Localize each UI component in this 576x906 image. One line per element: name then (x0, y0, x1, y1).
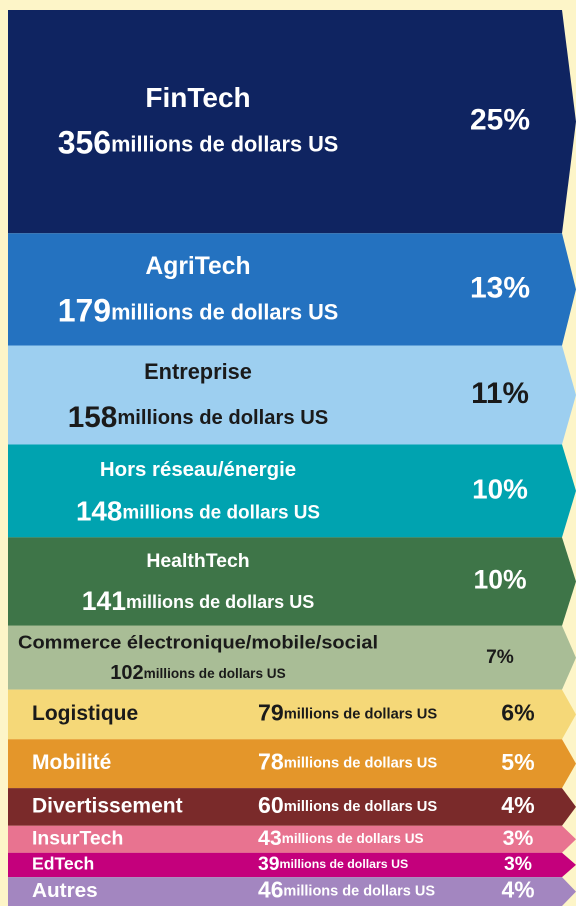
unit-label: millions de dollars US (282, 831, 424, 846)
value-line: 356millions de dollars US (58, 125, 339, 161)
unit-label: millions de dollars US (144, 665, 286, 680)
band (8, 625, 576, 690)
band (8, 345, 576, 445)
value-label: 46 (258, 877, 283, 903)
value-label: 39 (258, 853, 280, 875)
unit-label: millions de dollars US (111, 131, 338, 156)
band (8, 877, 576, 906)
unit-label: millions de dollars US (284, 756, 438, 772)
value-label: 60 (258, 792, 284, 818)
value-line: 39millions de dollars US (258, 853, 408, 875)
share-label: 25% (470, 104, 530, 137)
share-label: 6% (501, 700, 534, 726)
value-line: 43millions de dollars US (258, 826, 424, 850)
category-label: FinTech (145, 82, 250, 113)
band (8, 10, 576, 234)
band (8, 444, 576, 538)
value-label: 356 (58, 125, 111, 161)
category-label: InsurTech (32, 827, 123, 849)
value-label: 43 (258, 826, 282, 850)
category-label: Autres (32, 879, 98, 902)
band (8, 537, 576, 626)
share-label: 3% (504, 853, 532, 875)
band (8, 852, 576, 878)
value-label: 179 (58, 293, 111, 329)
share-label: 4% (502, 877, 535, 903)
category-label: AgriTech (145, 253, 250, 280)
value-label: 79 (258, 700, 284, 726)
unit-label: millions de dollars US (111, 299, 338, 324)
value-line: 78millions de dollars US (258, 749, 437, 775)
unit-label: millions de dollars US (280, 857, 409, 871)
unit-label: millions de dollars US (284, 706, 438, 722)
band (8, 825, 576, 853)
value-line: 79millions de dollars US (258, 700, 437, 726)
category-label: EdTech (32, 854, 94, 874)
share-label: 3% (503, 826, 534, 850)
value-line: 148millions de dollars US (76, 496, 320, 527)
value-line: 158millions de dollars US (68, 401, 329, 434)
unit-label: millions de dollars US (126, 592, 314, 612)
share-label: 10% (473, 565, 526, 595)
value-line: 46millions de dollars US (258, 877, 435, 903)
band (8, 739, 576, 789)
category-label: Divertissement (32, 794, 183, 817)
category-label: Mobilité (32, 751, 111, 774)
band (8, 689, 576, 740)
category-label: Logistique (32, 702, 138, 725)
unit-label: millions de dollars US (117, 407, 328, 429)
value-label: 158 (68, 401, 118, 434)
unit-label: millions de dollars US (284, 799, 438, 815)
category-label: HealthTech (146, 550, 249, 572)
value-label: 141 (82, 586, 126, 616)
share-label: 11% (471, 377, 529, 410)
value-label: 148 (76, 496, 122, 527)
category-label: Entreprise (144, 359, 252, 384)
share-label: 5% (501, 749, 534, 775)
category-label: Hors réseau/énergie (100, 459, 296, 481)
share-label: 7% (486, 647, 514, 668)
share-label: 13% (470, 271, 530, 304)
category-label: Commerce électronique/mobile/social (18, 632, 378, 652)
band (8, 788, 576, 826)
unit-label: millions de dollars US (122, 502, 320, 523)
value-label: 78 (258, 749, 284, 775)
value-line: 102millions de dollars US (110, 662, 285, 684)
value-line: 141millions de dollars US (82, 586, 314, 616)
value-line: 179millions de dollars US (58, 293, 339, 329)
unit-label: millions de dollars US (283, 883, 435, 899)
share-label: 4% (501, 792, 534, 818)
value-label: 102 (110, 662, 143, 684)
band (8, 233, 576, 346)
share-label: 10% (472, 473, 528, 504)
value-line: 60millions de dollars US (258, 792, 437, 818)
